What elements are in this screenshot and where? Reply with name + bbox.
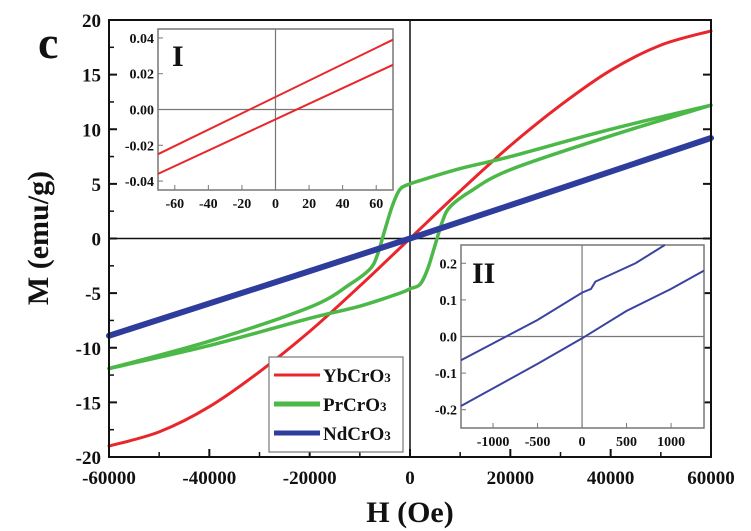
inset-label: II <box>472 257 495 290</box>
inset-x-tick-label: -1000 <box>477 435 510 450</box>
inset-y-tick-label: 0.1 <box>440 294 458 309</box>
inset-x-tick-label: -60 <box>165 197 184 212</box>
inset-x-tick-label: 1000 <box>657 435 685 450</box>
y-axis-label: M (emu/g) <box>22 171 55 305</box>
inset-y-tick-label: 0.02 <box>130 68 155 83</box>
y-tick-label: 20 <box>82 11 101 32</box>
panel-label: c <box>38 17 58 68</box>
inset-x-tick-label: -20 <box>233 197 252 212</box>
series-line-PrCrO3-branch-0 <box>107 103 713 371</box>
legend-label-PrCrO3: PrCrO3 <box>323 395 387 416</box>
legend: YbCrO3 PrCrO3 NdCrO3 <box>268 356 404 453</box>
inset-x-tick-label: 40 <box>336 197 350 212</box>
inset-x-tick-label: 0 <box>579 435 586 450</box>
inset-y-tick-label: 0.2 <box>440 257 458 272</box>
y-tick-label: 0 <box>92 230 102 251</box>
inset-y-tick-label: -0.04 <box>125 175 154 190</box>
inset-series-line <box>460 244 666 362</box>
inset-y-tick-label: 0.0 <box>440 331 458 346</box>
y-tick-label: 5 <box>92 175 102 196</box>
y-tick-label: 15 <box>82 66 101 87</box>
legend-label-NdCrO3: NdCrO3 <box>323 424 391 445</box>
y-tick-label: -5 <box>85 284 101 305</box>
y-tick-label: 10 <box>82 120 101 141</box>
y-tick-label: -10 <box>76 339 101 360</box>
series-line-PrCrO3-branch-1 <box>107 103 713 371</box>
legend-label-YbCrO3: YbCrO3 <box>323 366 391 387</box>
inset-label: I <box>172 40 184 73</box>
inset-x-tick-label: -40 <box>199 197 218 212</box>
inset-y-tick-label: -0.2 <box>435 404 457 419</box>
series-line-NdCrO3 <box>106 135 714 339</box>
inset-y-tick-label: 0.04 <box>130 32 155 47</box>
inset-x-tick-label: -500 <box>525 435 551 450</box>
y-tick-label: -20 <box>76 448 101 469</box>
inset-series-line <box>157 38 394 156</box>
x-tick-label: 20000 <box>487 468 535 489</box>
inset-x-tick-label: 500 <box>616 435 637 450</box>
inset-I: -60 -40 -20 0 20 40 60 0.04 0.02 0.00 -0.02 -0.04 I <box>125 28 394 212</box>
main-plot: -60000 -40000 -20000 0 20000 40000 60000-20-15… <box>76 11 735 489</box>
inset-y-tick-label: -0.02 <box>125 139 154 154</box>
inset-series-line <box>460 269 705 407</box>
inset-x-tick-label: 60 <box>369 197 383 212</box>
inset-y-tick-label: 0.00 <box>130 104 155 119</box>
x-tick-label: 0 <box>405 468 415 489</box>
x-tick-label: -20000 <box>283 468 337 489</box>
inset-II: -1000 -500 0 500 1000 0.2 0.1 0.0 -0.1 -0.2 II <box>435 244 705 450</box>
x-tick-label: 40000 <box>587 468 635 489</box>
x-tick-label: -40000 <box>182 468 236 489</box>
x-tick-label: 60000 <box>687 468 735 489</box>
inset-y-tick-label: -0.1 <box>435 367 457 382</box>
x-tick-label: -60000 <box>82 468 136 489</box>
y-tick-label: -15 <box>76 393 101 414</box>
inset-x-tick-label: 0 <box>272 197 279 212</box>
x-axis-label: H (Oe) <box>366 496 453 529</box>
inset-series-line <box>157 63 394 175</box>
inset-x-tick-label: 20 <box>302 197 316 212</box>
